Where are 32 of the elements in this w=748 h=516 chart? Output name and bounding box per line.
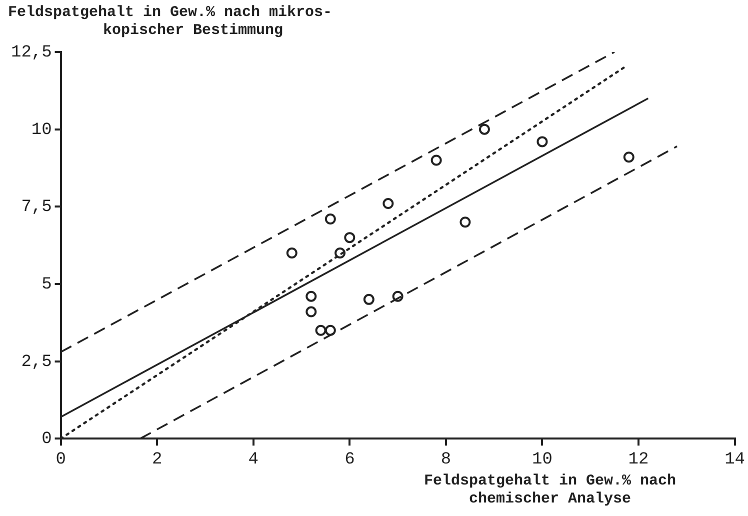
point [623,152,634,163]
x-tick-label: 10 [532,450,552,470]
point [344,232,356,244]
x-axis-title: Feldspatgehalt in Gew.% nach chemischer Analyse [424,472,676,508]
y-tick-label: 10 [31,120,52,140]
x-tick-label: 14 [724,450,745,470]
x-tick-label: 4 [248,450,258,470]
point [382,198,394,210]
point [306,290,317,302]
point [363,294,374,305]
y-tick-label: 2,5 [21,352,52,372]
point [460,216,471,228]
y-tick-label: 7,5 [21,198,52,218]
x-tick-label: 12 [628,450,649,470]
x-tick-label: 8 [440,450,452,470]
point [315,324,326,336]
x-tick-label: 6 [344,450,355,470]
point [478,124,490,135]
x-tick-label: 0 [56,450,66,470]
y-tick-label: 0 [42,430,52,450]
y-tick-label: 12,5 [10,44,52,62]
x-tick-label: 2 [152,450,162,470]
point [334,248,346,259]
point [286,248,298,259]
point [324,214,336,225]
point [392,290,404,302]
point [324,324,336,336]
point [536,136,548,148]
y-axis-title: Feldspatgehalt in Gew.% nach mikros- kopischer Bestimmung [8,4,332,39]
y-tick-label: 5 [42,275,52,294]
point [430,154,442,166]
point [306,306,317,318]
